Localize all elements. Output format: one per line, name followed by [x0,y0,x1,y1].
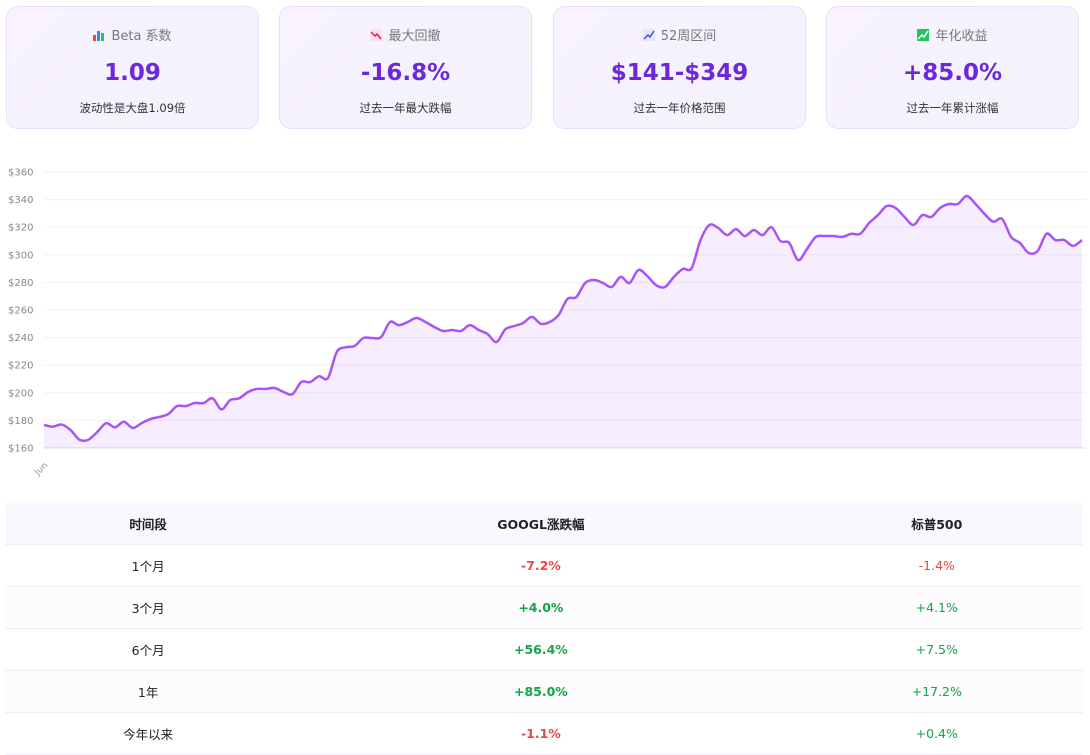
x-tick-label: Jun [32,461,50,479]
y-tick-label: $180 [8,416,33,427]
card-note: 波动性是大盘1.09倍 [79,101,186,115]
y-tick-label: $300 [8,250,33,261]
card-value: $141-$349 [610,60,749,86]
table-row: 3个月 +4.0% +4.1% [5,586,1083,629]
card-note: 过去一年价格范围 [633,101,726,115]
card-value: 1.09 [104,60,161,86]
header-cell: 时间段 [5,503,292,545]
y-tick-label: $240 [8,333,33,344]
y-tick-label: $320 [8,223,33,234]
line [43,194,1083,443]
card-label: 年化收益 [935,29,988,44]
table-cell: -1.4% [790,544,1083,587]
stat-card: 最大回撤 -16.8% 过去一年最大跌幅 [279,6,532,129]
header-row: 时间段 GOOGL涨跌幅 标普500 [5,503,1083,545]
table-cell: 3个月 [5,586,292,629]
card-label: 最大回撤 [388,29,441,44]
performance-table: 时间段 GOOGL涨跌幅 标普500 1个月 -7.2% -1.4% 3个月 +4.0% +4… [5,503,1083,755]
card-label: Beta 系数 [111,29,172,44]
icon [93,30,105,41]
table-cell: 今年以来 [5,712,292,755]
price-chart: $160 $180 $200 $220 $240 $260 $280 $300 $320 $340… [8,168,1086,479]
table-cell: +85.0% [291,670,791,713]
table-row: 1个月 -7.2% -1.4% [5,544,1083,587]
table-row: 今年以来 -1.1% +0.4% [5,712,1083,755]
table-cell: 1年 [5,670,292,713]
card-value: +85.0% [902,60,1003,86]
card-note: 过去一年累计涨幅 [906,101,999,115]
card-note: 过去一年最大跌幅 [359,101,452,115]
stat-card: 年化收益 +85.0% 过去一年累计涨幅 [826,6,1079,129]
table-cell: -1.1% [291,712,791,755]
card-label: 52周区间 [660,29,717,44]
icon [642,28,655,41]
y-tick-label: $280 [8,278,33,289]
table-cell: +0.4% [790,712,1083,755]
area [44,196,1082,448]
table-cell: 1个月 [5,544,292,587]
y-tick-label: $340 [8,195,33,206]
y-tick-label: $200 [8,388,33,399]
stat-card: Beta 系数 1.09 波动性是大盘1.09倍 [6,6,259,129]
table-row: 6个月 +56.4% +7.5% [5,628,1083,671]
table-cell: +7.5% [790,628,1083,671]
table-cell: +17.2% [790,670,1083,713]
header-cell: GOOGL涨跌幅 [291,503,791,545]
y-tick-label: $260 [8,306,33,317]
table-cell: +4.0% [291,586,791,629]
stat-card: 52周区间 $141-$349 过去一年价格范围 [553,6,806,129]
y-tick-label: $360 [8,168,33,179]
table-cell: -7.2% [291,544,791,587]
header-cell: 标普500 [790,503,1083,545]
y-tick-label: $160 [8,444,33,455]
table-cell: +4.1% [790,586,1083,629]
icon [370,28,383,41]
icon [917,28,930,41]
card-value: -16.8% [360,60,451,86]
y-tick-label: $220 [8,361,33,372]
table-row: 1年 +85.0% +17.2% [5,670,1083,713]
table-cell: 6个月 [5,628,292,671]
table-cell: +56.4% [291,628,791,671]
